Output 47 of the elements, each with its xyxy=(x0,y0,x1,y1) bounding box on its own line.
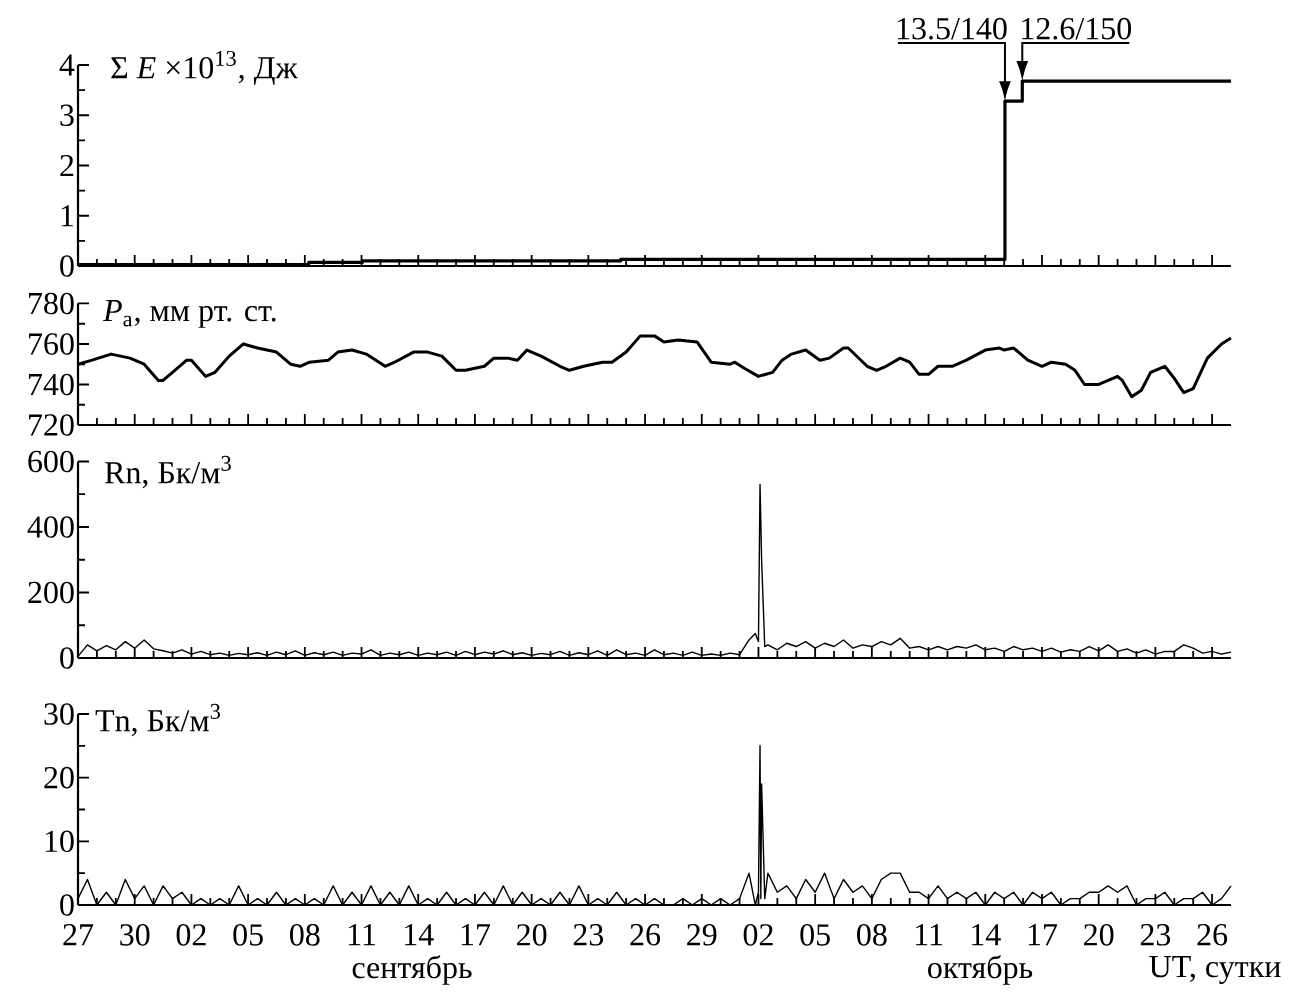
annotation: 13.5/140 xyxy=(897,17,1007,40)
y-axis-title: Rn, Бк/м$^{3}$ xyxy=(104,455,231,489)
x-tick-label: 11 xyxy=(348,924,376,946)
y-tick-label: 10 xyxy=(45,830,74,853)
x-axis-title: UT, сутки xyxy=(1149,956,1281,984)
x-tick-label: 23 xyxy=(573,924,604,946)
x-tick-label: 29 xyxy=(687,924,717,946)
y-tick-label: 780 xyxy=(29,292,74,315)
y-axis-title: Σ E ×10$^{13}$, Дж xyxy=(111,50,298,86)
x-tick-label: 02 xyxy=(743,924,773,946)
x-tick-label: 14 xyxy=(972,924,1001,946)
y-tick-label: 1 xyxy=(61,205,74,227)
y-tick-label: 200 xyxy=(28,581,74,604)
x-tick-label: 17 xyxy=(1028,924,1058,946)
y-tick-label: 0 xyxy=(60,647,74,669)
y-tick-label: 20 xyxy=(44,766,74,789)
x-tick-label: 20 xyxy=(517,924,547,946)
y-tick-label: 0 xyxy=(60,894,74,916)
y-tick-label: 740 xyxy=(29,373,74,396)
x-tick-label: 08 xyxy=(290,924,320,946)
y-tick-label: 760 xyxy=(29,333,74,355)
text: сентябрь xyxy=(352,955,472,985)
y-tick-label: 2 xyxy=(60,154,74,177)
x-tick-label: 26 xyxy=(1197,924,1228,946)
x-tick-label: 11 xyxy=(915,924,943,946)
y-tick-label: 600 xyxy=(28,450,74,473)
y-tick-label: 400 xyxy=(27,516,74,538)
y-axis-title: P$_{a}$, мм рт. ст. xyxy=(102,300,276,328)
x-tick-label: 17 xyxy=(461,924,491,946)
x-tick-label: 05 xyxy=(233,924,263,946)
x-tick-label: 23 xyxy=(1140,924,1171,946)
annotation: 12.6/150 xyxy=(1022,17,1132,40)
x-tick-label: 26 xyxy=(630,924,661,946)
y-tick-label: 3 xyxy=(60,104,74,126)
x-tick-label: 14 xyxy=(405,924,434,946)
x-tick-label: 05 xyxy=(800,924,830,946)
x-tick-label: 27 xyxy=(63,924,94,946)
y-tick-label: 4 xyxy=(59,54,75,76)
y-axis-title: Tn, Бк/м$^{3}$ xyxy=(95,703,220,737)
x-tick-label: 20 xyxy=(1084,924,1114,946)
x-tick-label: 30 xyxy=(120,924,150,946)
x-tick-label: 02 xyxy=(176,924,206,946)
y-tick-label: 720 xyxy=(29,414,74,436)
text: октябрь xyxy=(928,955,1033,985)
x-tick-label: 08 xyxy=(857,924,887,946)
y-tick-label: 0 xyxy=(60,255,74,277)
y-tick-label: 30 xyxy=(44,703,74,725)
